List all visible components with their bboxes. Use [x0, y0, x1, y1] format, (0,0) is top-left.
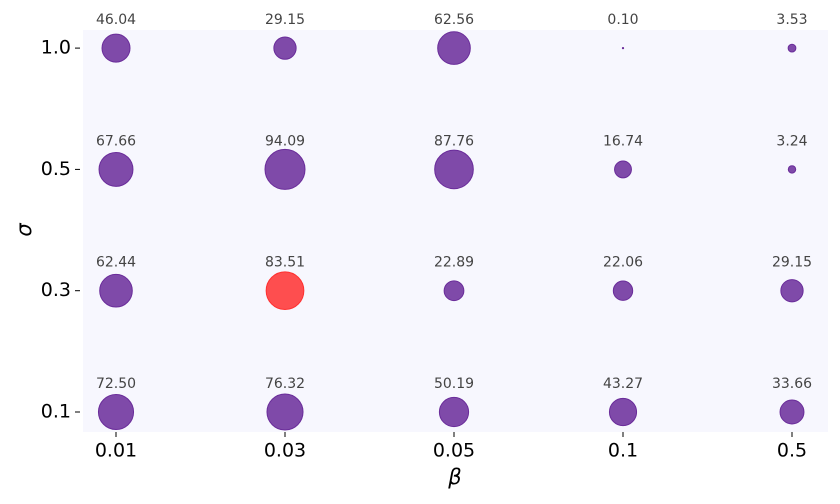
x-tick-label: 0.5: [777, 440, 807, 462]
bubble: [779, 399, 805, 425]
value-label: 29.15: [265, 12, 305, 28]
y-tick-label: 0.3: [41, 279, 71, 301]
bubble: [264, 148, 306, 190]
value-label: 50.19: [434, 376, 474, 392]
bubble: [614, 160, 632, 179]
bubble: [443, 280, 465, 302]
x-tick-label: 0.1: [608, 440, 638, 462]
value-label: 87.76: [434, 133, 474, 149]
bubble: [99, 273, 133, 308]
value-label: 76.32: [265, 376, 305, 392]
y-tick-label: 0.1: [41, 401, 71, 423]
value-label: 67.66: [96, 133, 136, 149]
value-label: 83.51: [265, 255, 305, 271]
value-label: 29.15: [772, 255, 812, 271]
y-tick-label: 1.0: [41, 37, 71, 59]
value-label: 43.27: [603, 376, 643, 392]
bubble: [780, 279, 804, 303]
bubble: [97, 393, 135, 431]
x-tick-label: 0.05: [433, 440, 475, 462]
value-label: 22.89: [434, 255, 474, 271]
bubble: [608, 397, 638, 427]
bubble: [787, 43, 797, 53]
plot-area: [83, 30, 828, 432]
y-axis-label: σ: [12, 223, 36, 237]
bubble: [98, 151, 134, 187]
bubble: [437, 31, 471, 65]
value-label: 62.56: [434, 12, 474, 28]
bubble: [787, 165, 797, 174]
value-label: 33.66: [772, 376, 812, 392]
value-label: 62.44: [96, 255, 136, 271]
value-label: 16.74: [603, 133, 643, 149]
value-label: 0.10: [607, 12, 638, 28]
value-label: 94.09: [265, 133, 305, 149]
bubble: [612, 280, 634, 301]
bubble: [266, 393, 304, 431]
bubble: [621, 46, 625, 50]
bubble: [434, 149, 474, 190]
bubble: [273, 36, 297, 60]
value-label: 3.53: [776, 12, 807, 28]
x-tick-label: 0.03: [264, 440, 306, 462]
x-tick-label: 0.01: [95, 440, 137, 462]
value-label: 46.04: [96, 12, 136, 28]
value-label: 22.06: [603, 255, 643, 271]
bubble: [438, 396, 470, 428]
value-label: 3.24: [776, 133, 807, 149]
x-axis-label: β: [447, 465, 461, 489]
y-tick-label: 0.5: [41, 158, 71, 180]
bubble: [101, 33, 131, 63]
value-label: 72.50: [96, 376, 136, 392]
bubble: [265, 271, 305, 311]
